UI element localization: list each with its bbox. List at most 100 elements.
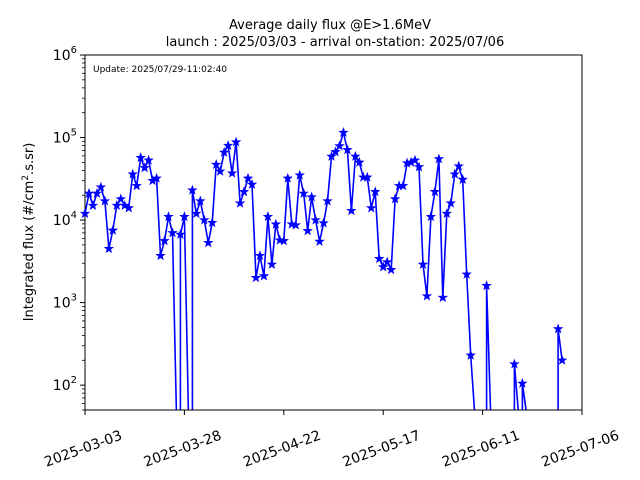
chart-title-group: Average daily flux @E>1.6MeV launch : 20… <box>166 18 504 50</box>
x-tick-label: 2025-03-28 <box>142 428 224 471</box>
y-tick-base: 10 <box>53 131 71 147</box>
data-point-star <box>306 191 317 202</box>
data-point-star <box>195 195 206 206</box>
data-point-star <box>449 168 460 179</box>
y-tick-label: 103 <box>53 293 77 312</box>
data-point-star <box>207 217 218 228</box>
data-point-star <box>151 172 162 183</box>
data-point-star <box>99 195 111 206</box>
y-axis-label-main: Integrated flux (#/cm <box>22 181 37 322</box>
data-point-star <box>135 152 146 163</box>
data-point-star <box>417 258 429 269</box>
data-point-star <box>429 186 441 197</box>
data-point-star <box>461 268 472 279</box>
data-point-star <box>397 180 409 191</box>
y-tick-exp: 6 <box>71 45 77 56</box>
data-point-star <box>381 256 393 267</box>
data-point-star <box>234 197 246 208</box>
data-point-star <box>187 184 198 195</box>
data-point-star <box>210 159 222 170</box>
data-point-star <box>203 237 214 248</box>
data-point-star <box>465 349 476 360</box>
data-point-star <box>246 178 258 189</box>
y-axis-label-tail: .s.sr) <box>22 143 37 175</box>
data-point-star <box>266 258 278 269</box>
x-tick-label: 2025-05-17 <box>341 428 423 471</box>
y-tick-label: 102 <box>53 375 77 394</box>
data-point-star <box>91 188 103 198</box>
data-point-star <box>238 186 250 197</box>
data-point-star <box>310 214 321 225</box>
data-point-star <box>302 225 313 236</box>
data-point-star <box>552 323 564 334</box>
data-point-star <box>103 243 115 254</box>
data-point-star <box>556 354 568 365</box>
data-point-star <box>445 197 457 208</box>
y-tick-base: 10 <box>53 48 71 64</box>
data-point-star <box>230 136 242 147</box>
data-point-star <box>199 214 210 225</box>
data-point-star <box>258 270 270 281</box>
data-point-star <box>350 150 361 161</box>
data-point-star <box>338 127 349 137</box>
y-tick-label: 105 <box>53 128 77 147</box>
data-point-star <box>79 208 91 218</box>
data-point-star <box>167 227 178 238</box>
y-tick-label: 104 <box>53 210 77 229</box>
data-point-star <box>334 140 345 151</box>
data-point-star <box>509 358 520 369</box>
data-point-star <box>298 188 309 198</box>
data-point-star <box>374 253 385 264</box>
plot-area <box>84 54 583 411</box>
data-point-star <box>385 264 397 275</box>
data-point-star <box>294 169 305 180</box>
data-point-star <box>127 168 138 179</box>
y-axis-label: Integrated flux (#/cm2.s.sr) <box>21 143 37 322</box>
data-point-star <box>270 218 282 229</box>
data-point-star <box>278 235 289 246</box>
data-point-star <box>342 144 353 155</box>
data-point-star <box>378 261 389 272</box>
data-point-star <box>107 224 119 235</box>
data-point-star <box>362 171 373 182</box>
y-tick-exp: 4 <box>71 210 77 221</box>
data-point-star <box>222 140 234 150</box>
data-point-star <box>413 161 425 172</box>
data-point-star <box>159 235 170 246</box>
data-point-star <box>330 146 341 157</box>
data-point-star <box>250 272 262 283</box>
x-tick-label: 2025-03-03 <box>42 428 124 471</box>
x-tick-label: 2025-06-11 <box>440 428 522 471</box>
data-point-star <box>409 154 421 165</box>
data-point-star <box>322 195 333 206</box>
y-axis-label-sup: 2 <box>21 175 31 181</box>
data-point-star <box>425 211 437 222</box>
data-point-star <box>282 172 293 183</box>
data-point-star <box>421 290 433 301</box>
chart-subtitle: launch : 2025/03/03 - arrival on-station… <box>166 35 504 50</box>
update-annotation: Update: 2025/07/29-11:02:40 <box>93 65 227 75</box>
data-point-star <box>437 292 449 303</box>
data-point-star <box>115 193 126 204</box>
chart-title: Average daily flux @E>1.6MeV <box>229 18 431 33</box>
data-point-star <box>254 250 266 261</box>
data-point-star <box>433 153 445 164</box>
x-tick-label: 2025-07-06 <box>539 428 621 471</box>
data-point-star <box>191 208 202 218</box>
data-point-star <box>314 236 325 246</box>
y-tick-base: 10 <box>53 296 71 312</box>
data-point-star <box>95 181 107 192</box>
data-point-star <box>262 211 274 222</box>
data-point-star <box>179 211 190 222</box>
data-point-star <box>318 217 329 228</box>
data-point-star <box>226 167 238 178</box>
data-point-star <box>218 146 230 157</box>
data-point-star <box>389 193 401 204</box>
data-point-star <box>163 211 174 222</box>
data-point-star <box>214 165 226 176</box>
data-point-star <box>119 200 130 210</box>
data-point-star <box>453 160 464 171</box>
data-point-star <box>441 208 453 218</box>
